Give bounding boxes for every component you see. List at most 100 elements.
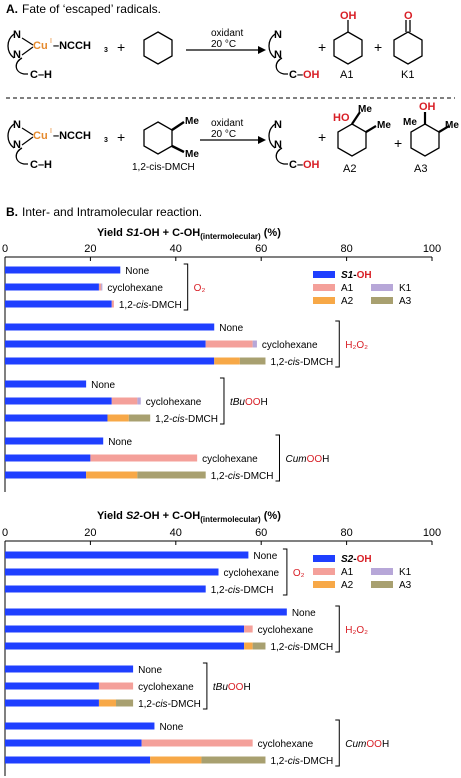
chart2-bar-4-a1	[244, 625, 253, 633]
chart2-group-bracket-1	[335, 605, 340, 653]
dmch-label: 1,2-cis-DMCH	[132, 162, 195, 173]
chart1-bar-5-a3	[239, 357, 266, 365]
chart2-legend-label-3: A2	[341, 580, 354, 591]
chart2-bar-label-11: 1,2-cis-DMCH	[270, 756, 333, 767]
chart1-x-tick-label-1: 20	[84, 243, 96, 255]
complex-2-n-top: N	[13, 119, 21, 131]
chart-s2-yield: Yield S2-OH + C-OH(intermolecular) (%) 0 2…	[2, 510, 441, 776]
a2-label: A2	[343, 163, 356, 175]
chart1-bar-5-a2	[214, 357, 240, 365]
chart2-bar-label-6: None	[138, 665, 162, 676]
chart1-legend-swatch-1	[313, 284, 335, 291]
chart2-bar-label-5: 1,2-cis-DMCH	[270, 642, 333, 653]
product-2-n-bottom: N	[274, 139, 282, 151]
chart1-x-tick-label-0: 0	[2, 243, 8, 255]
chart2-group-label-2: tBuOOH	[213, 682, 251, 693]
chart2-title-substrate: S2	[126, 510, 139, 522]
complex-2-ligand: –NCCH	[53, 130, 91, 142]
chart2-bar-label-7: cyclohexane	[138, 682, 194, 693]
row2-temperature: 20 °C	[211, 129, 236, 140]
chart1-x-tick-label-4: 80	[340, 243, 352, 255]
chart2-legend-swatch-0	[313, 555, 335, 562]
chart2-title-prefix: Yield	[97, 510, 126, 522]
chart1-bar-1-s1-oh	[5, 283, 99, 291]
chart2-bar-label-9: None	[159, 722, 183, 733]
chart2-legend-swatch-3	[313, 581, 335, 588]
plus-3: +	[374, 39, 382, 55]
chart2-legend-label-4: A3	[399, 580, 412, 591]
complex-2-ligand-sub: 3	[104, 137, 108, 144]
chart2-bar-8-a3	[116, 699, 134, 707]
complex-1-ch: C–H	[30, 69, 52, 81]
a2-me-top: Me	[358, 104, 372, 115]
a1-label: A1	[340, 69, 353, 81]
a3-ring-icon	[410, 123, 440, 157]
complex-2-ch: C–H	[30, 159, 52, 171]
chart2-bar-5-s2-oh	[5, 642, 245, 650]
chart1-bar-1-a1	[98, 283, 102, 291]
chart1-bar-11-a2	[86, 471, 138, 479]
complex-2-cu-charge: I	[50, 128, 52, 135]
chart1-group-bracket-3	[275, 434, 280, 482]
chart1-group-label-3: CumOOH	[285, 454, 329, 465]
chart1-legend-label-2: K1	[399, 283, 412, 294]
chart1-bar-label-4: cyclohexane	[262, 340, 318, 351]
section-b-subtitle: Inter- and Intramolecular reaction.	[22, 205, 202, 219]
chart1-bar-label-3: None	[219, 323, 243, 334]
chart2-bar-0-s2-oh	[5, 551, 249, 559]
chart1-legend-swatch-3	[313, 297, 335, 304]
chart1-bar-7-k1	[137, 397, 141, 405]
complex-1-n-top: N	[13, 29, 21, 41]
chart2-legend-swatch-4	[371, 581, 393, 588]
section-a-title: A.	[6, 2, 18, 16]
copper-complex-1	[7, 33, 28, 75]
chart1-bar-8-a3	[128, 414, 151, 422]
chart2-group-label-3: CumOOH	[345, 739, 389, 750]
chart2-x-tick-label-0: 0	[2, 527, 8, 539]
complex-1-cu-charge: I	[50, 38, 52, 45]
chart2-bar-5-a3	[252, 642, 266, 650]
complex-1-cu: Cu	[33, 40, 48, 52]
chart1-legend-swatch-0	[313, 271, 335, 278]
chart2-bar-3-s2-oh	[5, 608, 287, 616]
chart1-title-suffix: (%)	[261, 227, 282, 239]
chart2-group-bracket-2	[202, 662, 208, 710]
chart1-bar-7-a1	[111, 397, 138, 405]
a1-oh: OH	[340, 10, 357, 22]
complex-1-ligand: –NCCH	[53, 40, 91, 52]
chart2-group-label-0: O₂	[293, 568, 305, 579]
chart1-bar-2-s1-oh	[5, 300, 112, 308]
chart1-bar-label-11: 1,2-cis-DMCH	[211, 471, 274, 482]
a3-me-left: Me	[403, 117, 417, 128]
chart2-x-tick-label-3: 60	[255, 527, 267, 539]
cyclohexane-ring-icon	[143, 31, 173, 65]
chart1-title-mid: -OH + C-OH	[139, 227, 200, 239]
chart1-bar-10-s1-oh	[5, 454, 91, 462]
chart1-legend-swatch-2	[371, 284, 393, 291]
chart2-bar-7-s2-oh	[5, 682, 99, 690]
chart1-bar-10-a1	[90, 454, 198, 462]
chart1-group-bracket-2	[219, 377, 225, 425]
a3-oh: OH	[419, 101, 436, 113]
chart2-title: Yield S2-OH + C-OH(intermolecular) (%)	[97, 510, 281, 524]
plus-4: +	[117, 129, 125, 145]
chart2-bar-10-s2-oh	[5, 739, 142, 747]
chart2-group-bracket-0	[282, 548, 288, 596]
reaction-arrow-1-head	[258, 46, 266, 54]
chart1-legend-label-0: S1-OH	[341, 270, 372, 281]
complex-1-ligand-sub: 3	[104, 47, 108, 54]
product-1-c: C–	[289, 69, 303, 81]
chart1-bar-4-a1	[205, 340, 253, 348]
chart1-bar-label-2: 1,2-cis-DMCH	[119, 300, 182, 311]
chart1-bar-label-5: 1,2-cis-DMCH	[270, 357, 333, 368]
chart1-bar-label-8: 1,2-cis-DMCH	[155, 414, 218, 425]
row1-reagent: oxidant	[211, 28, 243, 39]
chart1-legend-label-1: A1	[341, 283, 354, 294]
a2-ho: HO	[333, 112, 350, 124]
chart1-group-label-2: tBuOOH	[230, 397, 268, 408]
chart1-bar-0-s1-oh	[5, 266, 121, 274]
dmch-me-top: Me	[185, 116, 199, 127]
chart1-title-sub: (intermolecular)	[200, 232, 261, 241]
chart2-group-bracket-3	[335, 719, 340, 767]
chart1-x-tick-label-3: 60	[255, 243, 267, 255]
